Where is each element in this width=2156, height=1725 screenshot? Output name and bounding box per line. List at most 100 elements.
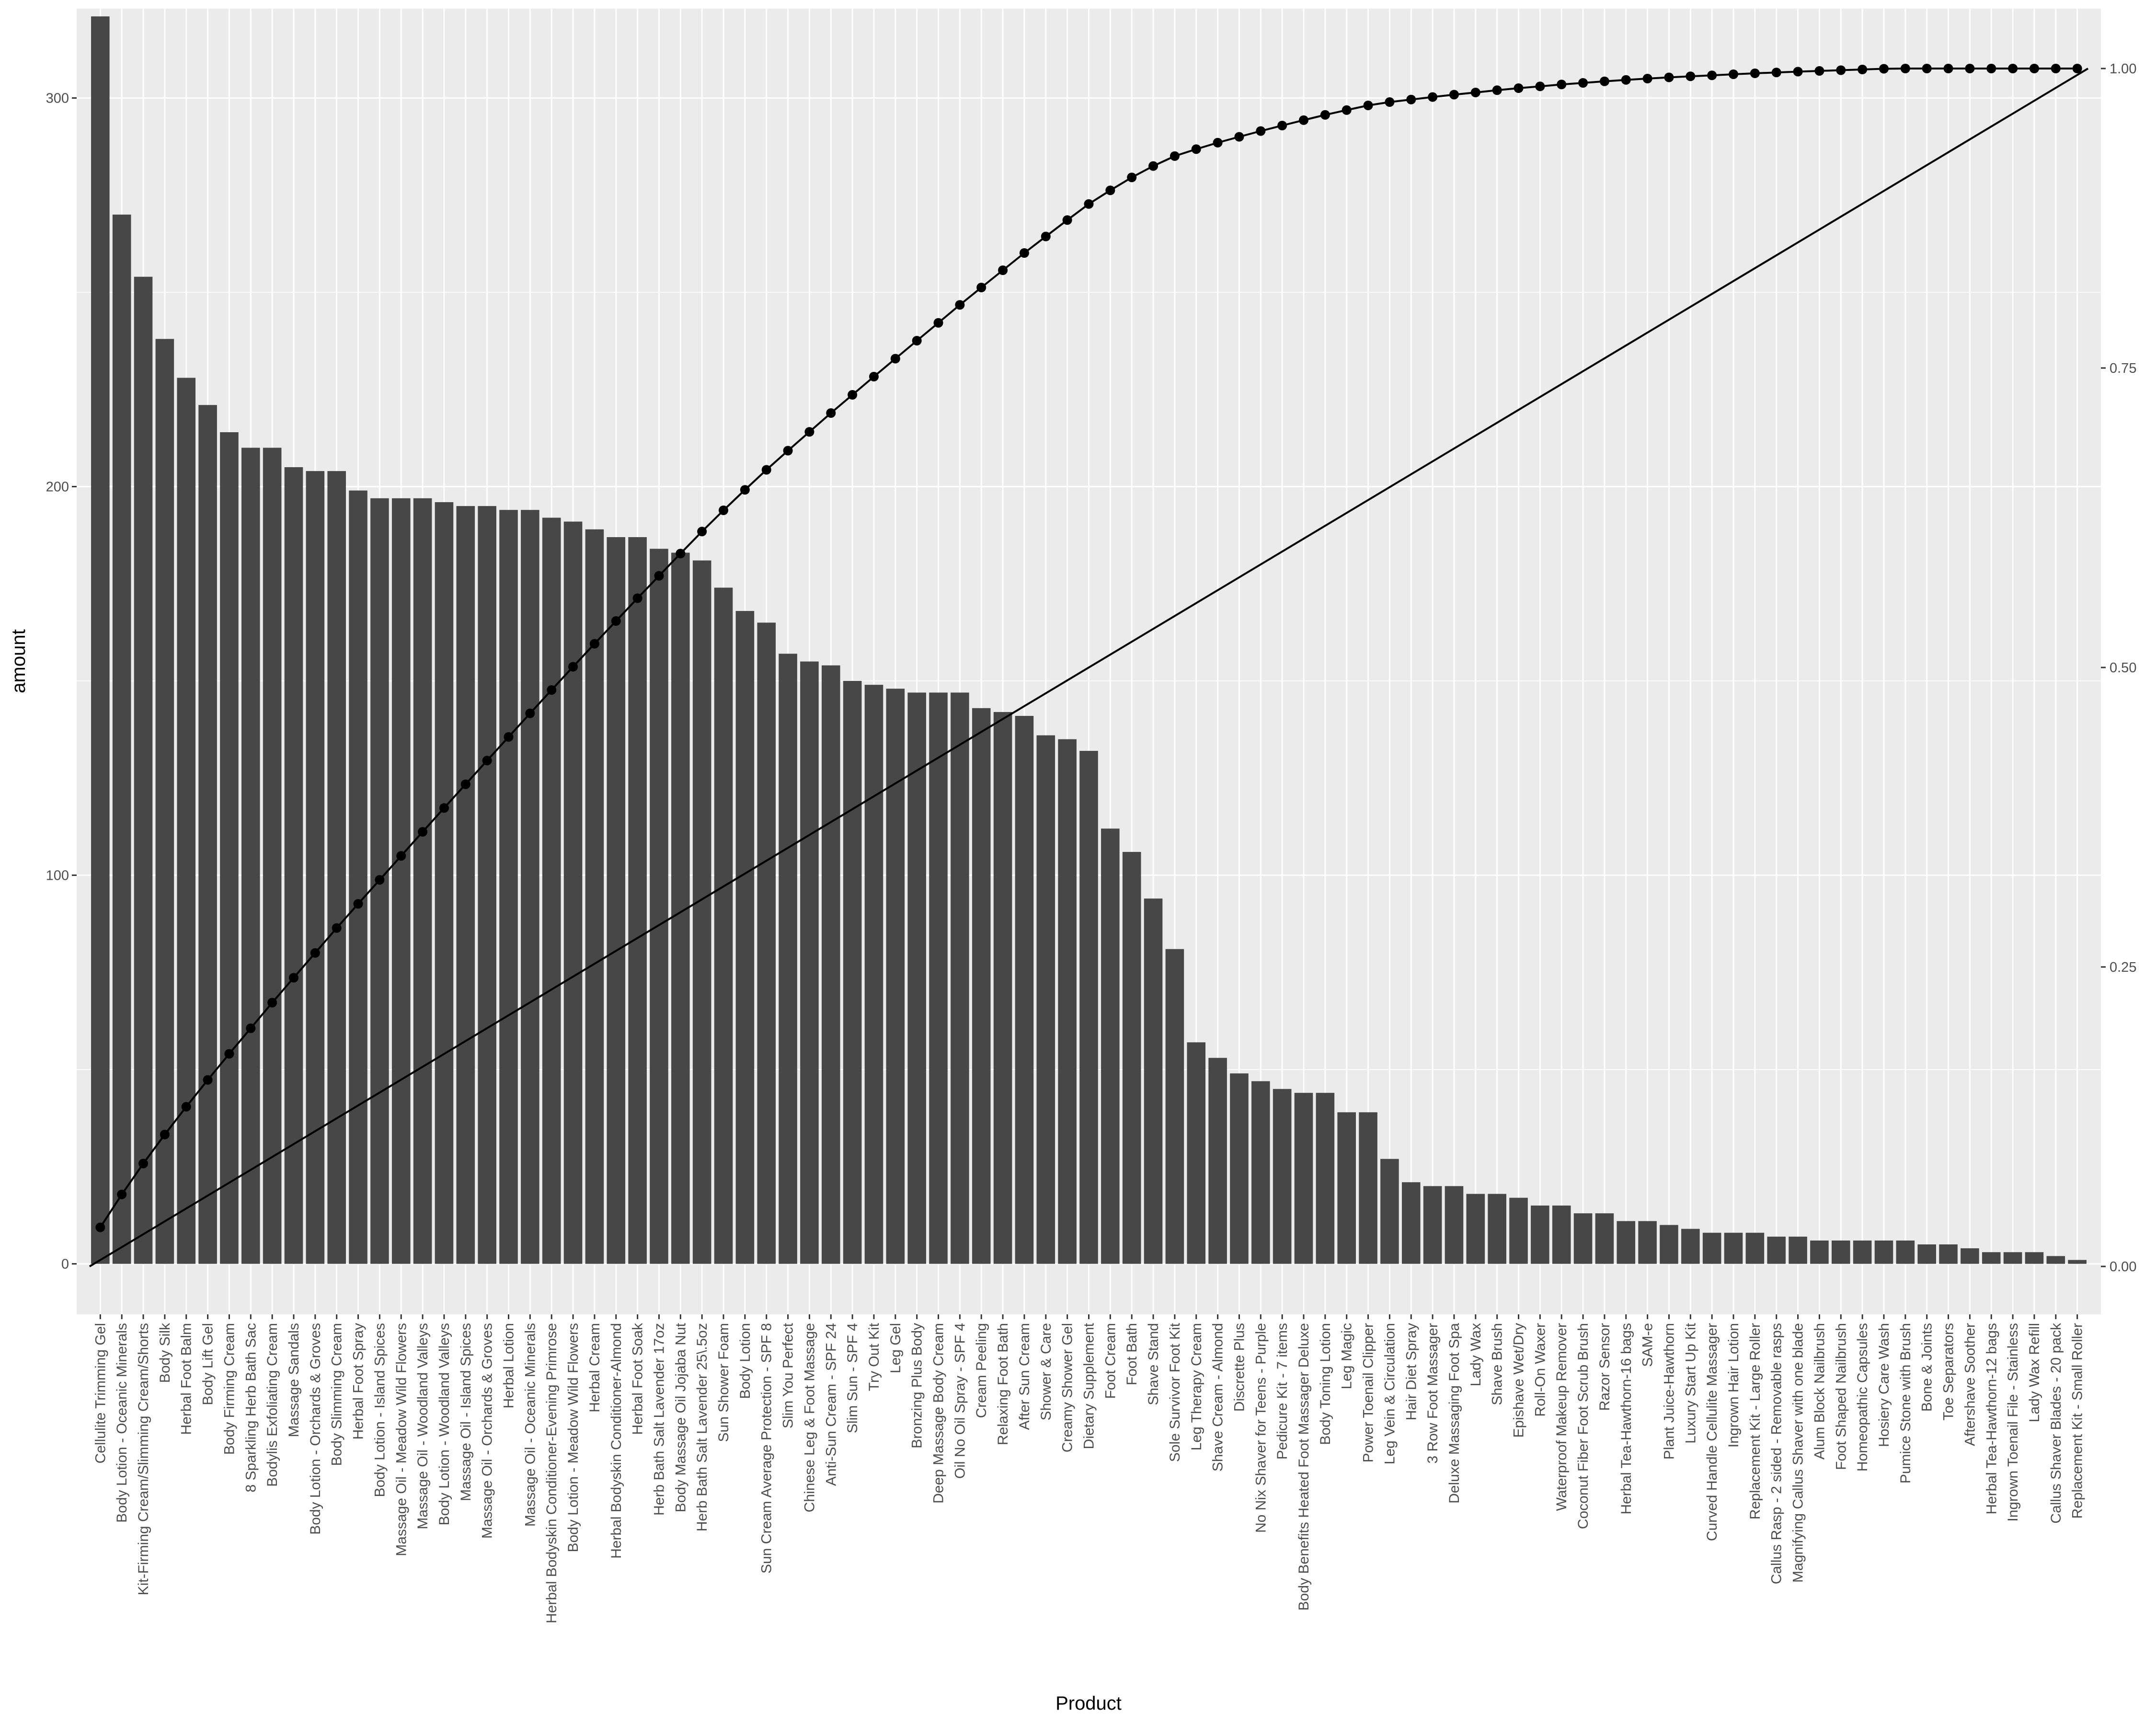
x-tick-label: Lady Wax [1468, 1323, 1484, 1386]
bar [929, 692, 948, 1264]
bar [650, 549, 668, 1264]
x-tick-label: No Nix Shaver for Teens - Purple [1253, 1323, 1269, 1533]
x-tick-label: Sun Cream Average Protection - SPF 8 [759, 1323, 775, 1574]
y2-tick-label: 0.75 [2110, 361, 2136, 376]
bar [1832, 1240, 1850, 1264]
bar [1896, 1240, 1915, 1264]
x-tick-label: Homeopathic Capsules [1855, 1323, 1870, 1472]
x-tick-label: Waterproof Makeup Remover [1554, 1323, 1570, 1511]
x-tick-label: Power Toenail Clipper [1361, 1323, 1376, 1462]
x-tick-label: Roll-On Waxer [1532, 1323, 1548, 1417]
x-tick-label: Cellulite Trimming Gel [92, 1323, 108, 1463]
y2-tick-label: 0.25 [2110, 960, 2136, 975]
bar [1509, 1197, 1528, 1264]
y-axis-right: 0.00 0.25 0.50 0.75 1.00 [2101, 61, 2136, 1275]
cumulative-point [1535, 81, 1545, 92]
bar [1015, 716, 1034, 1264]
x-tick-label: Herbal Tea-Hawthorn-12 bags [1984, 1323, 1999, 1515]
x-tick-label: Dietary Supplement [1081, 1322, 1097, 1449]
cumulative-point [396, 851, 406, 861]
x-tick-label: Body Slimming Cream [329, 1323, 345, 1466]
bar [1337, 1112, 1356, 1264]
bar [1917, 1244, 1936, 1264]
x-tick-label: Alum Block Nailbrush [1812, 1323, 1827, 1460]
cumulative-point [1084, 199, 1094, 209]
cumulative-point [998, 265, 1008, 275]
bar [1187, 1042, 1206, 1264]
bar [1208, 1058, 1227, 1264]
bar [1294, 1092, 1313, 1264]
x-tick-label: Shave Stand [1146, 1323, 1161, 1405]
bar [1316, 1092, 1335, 1264]
cumulative-point [719, 506, 729, 515]
x-tick-label: Replacement Kit - Small Roller [2070, 1323, 2086, 1518]
cumulative-point [439, 803, 449, 813]
cumulative-point [1943, 64, 1953, 73]
cumulative-point [1277, 121, 1287, 130]
x-tick-label: Ingrown Hair Lotion [1726, 1323, 1742, 1448]
bar [1617, 1221, 1636, 1264]
x-tick-label: Foot Shaped Nailbrush [1833, 1323, 1849, 1470]
x-tick-label: Sun Shower Foam [716, 1323, 732, 1442]
x-tick-label: 3 Row Foot Massager [1425, 1323, 1441, 1463]
cumulative-point [1256, 126, 1266, 136]
y-tick-label: 200 [46, 480, 69, 495]
x-tick-label: Herbal Bodyskin Conditioner-Almond [608, 1323, 624, 1559]
y-tick-label: 0 [61, 1257, 69, 1272]
bars [91, 16, 2087, 1264]
x-tick-label: Herb Bath Salt Lavender 17oz [651, 1323, 667, 1516]
bar [1745, 1232, 1765, 1264]
y-tick-label: 100 [46, 868, 69, 884]
x-tick-label: Lady Wax Refill [2027, 1323, 2042, 1422]
bar [779, 654, 797, 1264]
x-tick-label: Body Silk [157, 1322, 173, 1383]
x-tick-label: Luxury Start Up Kit [1683, 1322, 1698, 1443]
x-tick-label: Body Firming Cream [221, 1323, 237, 1455]
x-tick-label: Body Lotion - Oceanic Minerals [114, 1323, 130, 1523]
bar [2025, 1252, 2044, 1264]
cumulative-point [1965, 64, 1975, 73]
x-tick-label: Herb Bath Salt Lavender 25\.5oz [694, 1323, 710, 1531]
bar [714, 587, 733, 1264]
cumulative-point [1299, 115, 1309, 125]
x-tick-label: Deluxe Massaging Foot Spa [1446, 1323, 1462, 1504]
cumulative-point [632, 593, 642, 603]
bar [1681, 1229, 1700, 1264]
bar [1251, 1081, 1270, 1264]
cumulative-point [2051, 64, 2061, 73]
cumulative-point [1750, 69, 1760, 78]
cumulative-point [246, 1024, 256, 1033]
x-tick-label: Callus Rasp - 2 sided - Removable rasps [1769, 1323, 1785, 1584]
x-tick-label: Creamy Shower Gel [1060, 1323, 1076, 1452]
bar [2068, 1260, 2087, 1264]
x-tick-label: Body Lotion - Meadow Wild Flowers [565, 1323, 581, 1552]
bar [800, 661, 819, 1264]
bar [692, 560, 711, 1264]
cumulative-point [1320, 110, 1330, 120]
bar [1273, 1089, 1292, 1264]
bar [1488, 1194, 1506, 1264]
cumulative-point [1062, 215, 1072, 225]
cumulative-point [1686, 71, 1696, 81]
cumulative-point [1836, 65, 1846, 75]
bar [563, 521, 583, 1264]
bar [1552, 1205, 1571, 1264]
bar [478, 506, 496, 1264]
cumulative-point [1019, 248, 1029, 258]
bar [263, 448, 282, 1264]
x-tick-label: Cream Peeling [974, 1323, 989, 1418]
bar [1982, 1252, 2001, 1264]
bar [1573, 1213, 1593, 1264]
bar [155, 339, 174, 1264]
cumulative-point [375, 875, 385, 885]
x-tick-label: Deep Massage Body Cream [931, 1323, 947, 1504]
x-tick-label: Herbal Foot Balm [179, 1323, 195, 1435]
cumulative-point [933, 318, 943, 328]
x-axis-title: Product [1055, 1693, 1122, 1714]
bar [521, 510, 539, 1264]
cumulative-point [332, 923, 342, 933]
cumulative-point [1406, 94, 1416, 104]
x-tick-label: Try Out Kit [866, 1322, 882, 1391]
x-tick-label: After Sun Cream [1017, 1323, 1032, 1430]
bar [499, 510, 518, 1264]
